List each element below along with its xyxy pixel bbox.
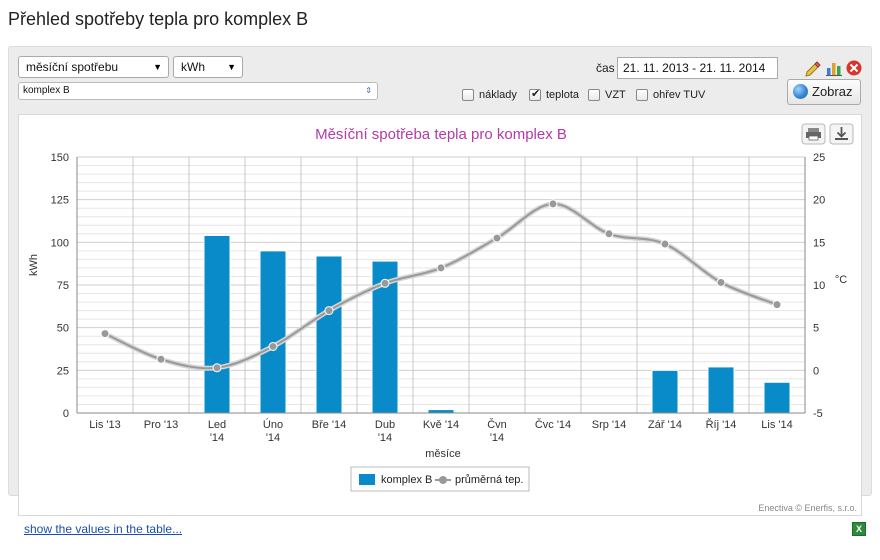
- checkbox-teplota-box[interactable]: [529, 87, 541, 101]
- mode-select[interactable]: měsíční spotřebu ▼: [18, 56, 169, 78]
- legend-marker-swatch: [439, 476, 447, 484]
- pencil-icon[interactable]: [804, 59, 822, 77]
- legend-label-line: průměrná tep.: [455, 474, 523, 486]
- legend: komplex B průměrná tep.: [350, 466, 530, 492]
- bar-komplex-b[interactable]: [203, 235, 231, 414]
- caret-down-icon: ▼: [153, 62, 162, 72]
- consumption-chart: 0 25 50 75 100 125 150 -5 0 5 10 15 20 25 Lis '13 Pro '…: [28, 123, 857, 513]
- excel-icon[interactable]: X: [852, 522, 866, 536]
- y-tick-label: 75: [57, 280, 69, 292]
- chart-container: 0 25 50 75 100 125 150 -5 0 5 10 15 20 25 Lis '13 Pro '…: [18, 114, 862, 516]
- object-select-value: komplex B: [23, 85, 70, 96]
- checkbox-vzt-label: VZT: [605, 89, 626, 101]
- temperature-point[interactable]: [212, 363, 222, 373]
- legend-item-komplex-b[interactable]: komplex B: [359, 474, 432, 486]
- bar-komplex-b[interactable]: [259, 250, 287, 414]
- y2-tick-label: 5: [813, 323, 819, 335]
- y2-tick-label: 0: [813, 365, 819, 377]
- temperature-point[interactable]: [156, 354, 166, 364]
- x-tick-label: Zář '14: [648, 419, 682, 431]
- x-tick-label: Srp '14: [592, 419, 627, 431]
- x-tick-label: Dub '14: [375, 419, 395, 444]
- unit-select-value: kWh: [181, 60, 205, 74]
- chart-credit: Enectiva © Enerfis, s.r.o.: [758, 503, 857, 513]
- show-button-label: Zobraz: [812, 84, 853, 99]
- globe-icon: [793, 84, 808, 99]
- legend-label-bars: komplex B: [381, 474, 432, 486]
- y2-tick-label: 15: [813, 237, 825, 249]
- show-table-link[interactable]: show the values in the table...: [24, 522, 183, 536]
- caret-down-icon: ▼: [227, 62, 236, 72]
- x-tick-label: Lis '14: [761, 419, 792, 431]
- time-label: čas: [596, 61, 615, 75]
- x-tick-label: Čvn '14: [487, 418, 507, 444]
- temperature-point[interactable]: [548, 199, 558, 209]
- y-axis-label: kWh: [28, 254, 40, 276]
- bar-komplex-b[interactable]: [315, 255, 343, 414]
- bar-komplex-b[interactable]: [427, 409, 455, 414]
- x-tick-label: Kvě '14: [423, 419, 459, 431]
- page-title: Přehled spotřeby tepla pro komplex B: [8, 9, 309, 29]
- checkbox-naklady-box[interactable]: [462, 89, 474, 101]
- y-tick-label: 0: [63, 408, 69, 420]
- y-tick-label: 50: [57, 323, 69, 335]
- y2-tick-label: 10: [813, 280, 825, 292]
- y2-tick-label: -5: [813, 408, 823, 420]
- checkbox-ohrev-tuv-box[interactable]: [636, 89, 648, 101]
- y-tick-label: 25: [57, 365, 69, 377]
- bar-komplex-b[interactable]: [763, 381, 791, 414]
- object-select[interactable]: komplex B ⇕: [18, 82, 378, 100]
- x-tick-label: Říj '14: [706, 418, 737, 431]
- checkbox-teplota-label: teplota: [546, 89, 580, 101]
- temperature-point[interactable]: [604, 229, 614, 239]
- y-tick-label: 150: [51, 152, 69, 164]
- chart-title: Měsíční spotřeba tepla pro komplex B: [315, 126, 567, 143]
- temperature-point[interactable]: [100, 329, 110, 339]
- x-tick-label: Úno '14: [263, 418, 283, 444]
- temperature-point[interactable]: [772, 300, 782, 310]
- updown-arrows-icon: ⇕: [365, 86, 372, 95]
- bar-komplex-b[interactable]: [707, 366, 735, 414]
- temperature-point[interactable]: [716, 277, 726, 287]
- legend-bar-swatch: [359, 474, 375, 485]
- unit-select[interactable]: kWh ▼: [173, 56, 243, 78]
- close-icon[interactable]: [845, 59, 863, 77]
- x-tick-label: Bře '14: [312, 419, 347, 431]
- x-axis-label: měsíce: [425, 448, 460, 460]
- x-tick-label: Pro '13: [144, 419, 179, 431]
- download-icon[interactable]: [829, 123, 854, 145]
- temperature-point[interactable]: [380, 278, 390, 288]
- y-tick-label: 100: [51, 237, 69, 249]
- checkbox-vzt-box[interactable]: [588, 89, 600, 101]
- date-range-input[interactable]: 21. 11. 2013 - 21. 11. 2014: [617, 57, 778, 79]
- legend-item-average-temp[interactable]: průměrná tep.: [435, 474, 523, 486]
- temperature-point[interactable]: [492, 233, 502, 243]
- x-tick-label: Led '14: [208, 419, 226, 444]
- temperature-point[interactable]: [436, 263, 446, 273]
- y2-tick-label: 25: [813, 152, 825, 164]
- print-icon[interactable]: [801, 123, 826, 145]
- temperature-point[interactable]: [660, 239, 670, 249]
- y-tick-label: 125: [51, 195, 69, 207]
- x-tick-label: Čvc '14: [535, 418, 571, 431]
- checkbox-naklady-label: náklady: [479, 89, 517, 101]
- bar-chart-icon[interactable]: [825, 59, 843, 77]
- y2-axis-label: °C: [835, 274, 847, 286]
- checkbox-ohrev-tuv-label: ohřev TUV: [653, 89, 706, 101]
- y2-tick-label: 20: [813, 195, 825, 207]
- show-button[interactable]: Zobraz: [787, 79, 861, 105]
- bar-komplex-b[interactable]: [651, 369, 679, 414]
- x-tick-label: Lis '13: [89, 419, 120, 431]
- mode-select-value: měsíční spotřebu: [26, 60, 119, 74]
- temperature-point[interactable]: [268, 341, 278, 351]
- temperature-point[interactable]: [324, 306, 334, 316]
